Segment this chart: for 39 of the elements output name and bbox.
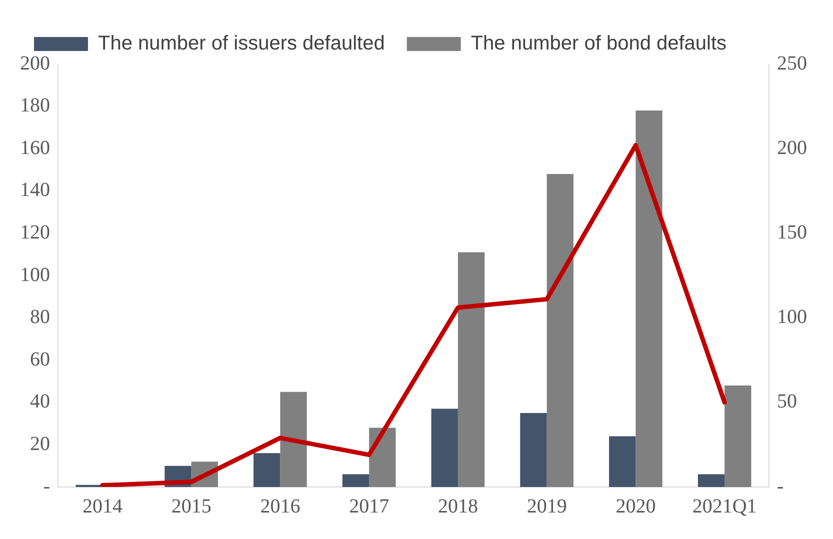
y-tick-label: 20 [30, 432, 50, 455]
legend-label: The number of issuers defaulted [98, 32, 385, 55]
bar [280, 392, 307, 487]
bar [369, 428, 396, 487]
x-tick-label: 2014 [82, 495, 122, 518]
y2-tick-label: - [777, 475, 784, 498]
y-tick-label: 180 [20, 94, 50, 117]
bar [342, 474, 370, 487]
bar [254, 453, 280, 487]
x-tick-label: 2021Q1 [692, 495, 757, 518]
y2-tick-label: 100 [777, 306, 807, 328]
bar [520, 412, 547, 487]
y2-tick-label: 200 [777, 136, 807, 159]
bar [724, 385, 752, 487]
y-tick-label: 80 [30, 306, 50, 328]
y-tick-label: 120 [20, 221, 50, 244]
x-tick-label: 2016 [260, 495, 300, 518]
bar [431, 408, 458, 487]
bar [609, 436, 636, 487]
y-tick-label: 140 [20, 179, 50, 202]
y2-tick-label: 50 [777, 390, 797, 413]
bar [458, 252, 485, 487]
y2-tick-label: 250 [777, 52, 807, 74]
bar [636, 110, 662, 487]
y-tick-label: 100 [20, 264, 50, 286]
y-tick-label: 160 [20, 136, 50, 159]
bar [546, 174, 574, 487]
legend-label: The number of bond defaults [470, 32, 727, 55]
x-tick-label: 2018 [438, 495, 478, 518]
y-tick-label: 60 [30, 348, 50, 370]
y2-tick-label: 150 [777, 221, 807, 244]
bar [698, 474, 725, 487]
x-tick-label: 2020 [616, 495, 656, 518]
y-tick-label: - [43, 475, 50, 498]
y-tick-label: 200 [20, 52, 50, 74]
x-tick-label: 2019 [526, 495, 567, 518]
x-tick-label: 2015 [171, 495, 212, 518]
x-tick-label: 2017 [349, 495, 390, 518]
y-tick-label: 40 [30, 390, 50, 413]
